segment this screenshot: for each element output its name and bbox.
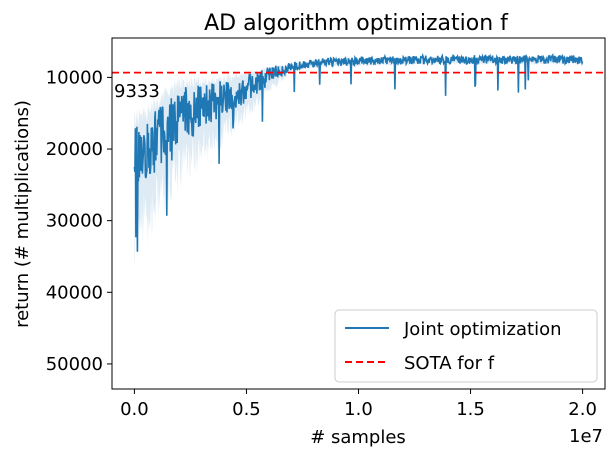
ticks: 0.0 0.5 1.0 1.5 2.0 10000 20000 30000 40000 50000: [46, 67, 597, 420]
x-tick-label: 1.0: [344, 399, 373, 420]
y-tick-label: 20000: [46, 139, 103, 160]
chart-title: AD algorithm optimization f: [204, 11, 509, 36]
joint-optimization-line: [133, 52, 584, 252]
uncertainty-band: [134, 56, 583, 265]
legend: Joint optimization SOTA for f: [334, 309, 598, 383]
x-tick-label: 0.0: [120, 399, 149, 420]
sota-value-annotation: 9333: [114, 81, 160, 102]
x-axis-label: # samples: [310, 427, 406, 448]
y-axis-label: return (# multiplications): [12, 100, 33, 328]
joint-optimization-band: [134, 56, 583, 265]
x-tick-label: 2.0: [568, 399, 597, 420]
legend-label-sota: SOTA for f: [404, 353, 495, 374]
series-layer: [112, 52, 605, 252]
legend-label-joint-optimization: Joint optimization: [403, 319, 562, 340]
y-tick-label: 40000: [46, 282, 103, 303]
y-tick-label: 50000: [46, 354, 103, 375]
x-tick-label: 1.5: [456, 399, 485, 420]
y-tick-label: 10000: [46, 67, 103, 88]
x-axis-offset-label: 1e7: [569, 426, 603, 447]
x-tick-label: 0.5: [232, 399, 261, 420]
y-tick-label: 30000: [46, 211, 103, 232]
plot-area: [112, 52, 605, 265]
legend-frame: [334, 309, 598, 383]
